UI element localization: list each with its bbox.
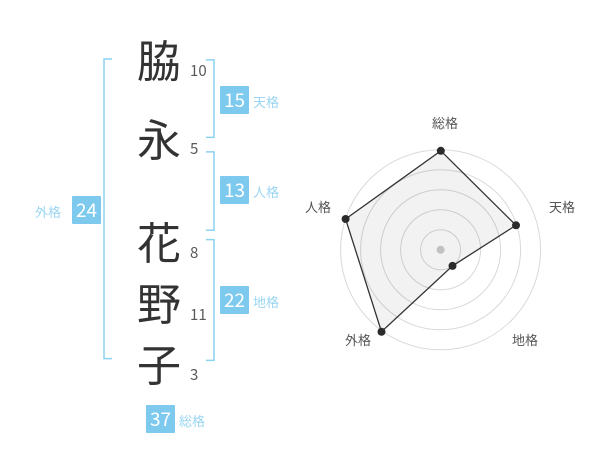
- svg-text:外格: 外格: [345, 330, 371, 349]
- svg-text:総格: 総格: [432, 113, 458, 132]
- svg-text:地格: 地格: [512, 330, 538, 349]
- svg-text:人格: 人格: [305, 197, 331, 216]
- svg-text:天格: 天格: [549, 197, 575, 216]
